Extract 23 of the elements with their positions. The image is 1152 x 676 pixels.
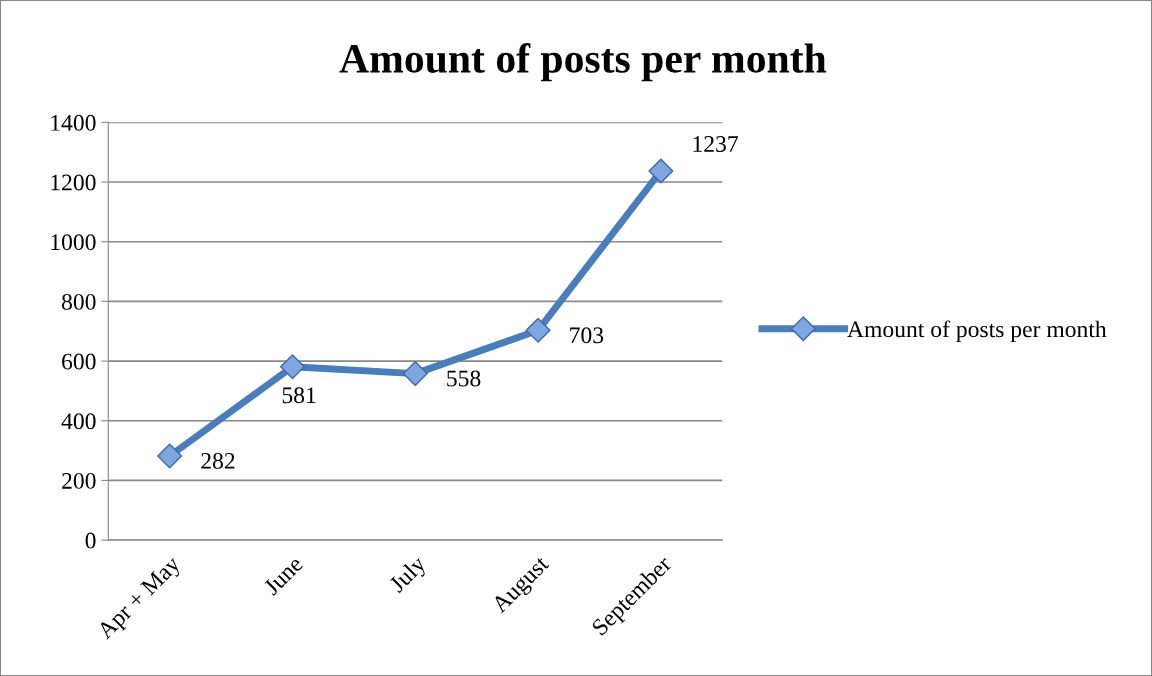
y-tick-label: 1000 bbox=[51, 234, 96, 251]
x-tick-label: July bbox=[387, 554, 431, 597]
x-tick-label: Apr + May bbox=[96, 554, 185, 644]
y-tick-label: 0 bbox=[85, 532, 96, 549]
y-tick-label: 1200 bbox=[51, 174, 96, 191]
point bbox=[648, 158, 674, 184]
data-label: 282 bbox=[201, 452, 235, 469]
point bbox=[525, 317, 551, 343]
data-label: 558 bbox=[447, 370, 481, 387]
data-label: 703 bbox=[570, 327, 604, 344]
data-label: 581 bbox=[282, 387, 316, 404]
y-tick-label: 800 bbox=[61, 293, 96, 310]
point bbox=[402, 361, 428, 387]
legend-label: Amount of posts per month bbox=[847, 320, 1107, 343]
y-tick-label: 200 bbox=[62, 472, 96, 489]
y-tick-label: 1400 bbox=[51, 114, 96, 131]
x-tick-label: June bbox=[262, 555, 304, 597]
point bbox=[280, 354, 305, 380]
y-tick-label: 400 bbox=[61, 413, 96, 430]
y-tick-label: 600 bbox=[62, 353, 96, 370]
data-label: 1237 bbox=[693, 136, 738, 152]
chart-title: Amount of posts per month bbox=[339, 43, 827, 82]
point bbox=[157, 443, 183, 469]
